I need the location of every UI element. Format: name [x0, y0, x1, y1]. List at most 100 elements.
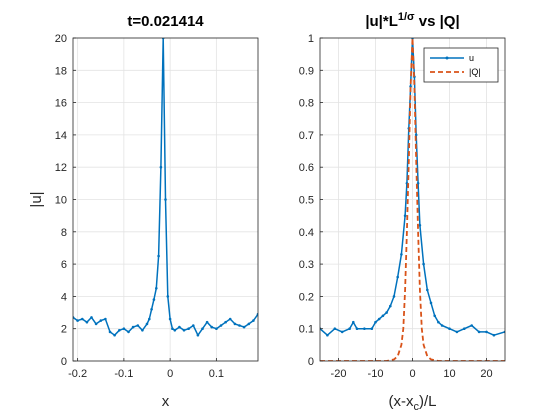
left-plot-data-point: [164, 198, 167, 201]
left-plot-title: t=0.021414: [127, 13, 204, 30]
right-plot-data-point: [414, 133, 418, 137]
left-plot-data-point: [215, 327, 218, 331]
right-plot-x-tick-label: 10: [443, 368, 455, 380]
left-plot-data-point: [224, 320, 227, 324]
right-plot-data-point: [377, 317, 381, 321]
legend-marker-0: [445, 56, 449, 60]
right-plot-data-point: [326, 333, 329, 337]
left-plot-data-point: [113, 333, 116, 337]
right-plot-title-main: |u|*L: [365, 13, 398, 30]
left-plot-y-tick-label: 2: [61, 324, 67, 336]
left-plot: -0.2 -0.1 0 0.1 0 2 4 6 8 10 12 14 16 18 20 t=0.021414…: [28, 13, 259, 410]
left-plot-data-point: [94, 322, 98, 326]
left-plot-data-point: [196, 333, 200, 337]
left-plot-data-point: [187, 327, 190, 331]
left-plot-data-point: [108, 330, 112, 334]
left-plot-data-point: [99, 319, 103, 322]
left-plot-y-tick-label: 14: [55, 130, 67, 142]
left-plot-data-point: [205, 320, 209, 324]
left-plot-data-point: [155, 287, 158, 290]
right-plot-y-tick-label: 0.7: [299, 130, 314, 142]
left-plot-y-tick-label: 20: [55, 33, 67, 45]
right-plot-data-point: [422, 262, 425, 266]
right-plot-y-tick-label: 1: [308, 33, 314, 45]
left-plot-data-point: [85, 320, 89, 324]
left-plot-x-tick-label: 0: [167, 368, 173, 380]
left-plot-data-point: [233, 322, 237, 326]
right-plot-data-point: [426, 288, 429, 292]
right-plot-x-axis-label-main: (x-x: [388, 393, 413, 410]
right-plot-x-tick-label: 20: [480, 368, 492, 380]
legend-box: [423, 47, 499, 83]
right-plot-x-tick-label: 0: [409, 368, 415, 380]
left-plot-series-line-0: [73, 38, 258, 336]
left-plot-data-point: [247, 322, 251, 326]
left-plot-data-point: [136, 324, 140, 327]
right-plot-data-point: [437, 320, 440, 324]
left-plot-data-point: [141, 329, 144, 332]
left-plot-data-point: [131, 325, 135, 329]
right-plot-data-point: [455, 330, 459, 334]
right-plot-data-point: [333, 327, 337, 331]
right-plot-title-suffix: vs |Q|: [415, 13, 460, 30]
left-plot-data-point: [81, 317, 84, 321]
right-plot-data-point: [355, 327, 359, 331]
right-plot-x-tick-label: -20: [331, 368, 347, 380]
right-plot-data-point: [370, 327, 374, 331]
left-plot-data-point: [201, 327, 204, 331]
left-plot-data-point: [148, 317, 151, 321]
left-plot-x-tick-label: -0.2: [68, 368, 87, 380]
legend-label-0: u: [469, 53, 474, 63]
left-plot-y-tick-label: 16: [55, 98, 67, 110]
left-plot-x-axis-label: x: [162, 393, 170, 410]
left-plot-data-point: [122, 327, 126, 331]
left-plot-y-tick-label: 10: [55, 195, 67, 207]
legend-label-1: |Q|: [469, 67, 481, 77]
right-plot-y-tick-label: 0.8: [299, 98, 314, 110]
left-plot-y-axis-label: |u|: [28, 191, 45, 207]
right-plot-x-axis-label-subscript: c: [413, 401, 419, 413]
left-plot-x-tick-label: 0.1: [209, 368, 224, 380]
right-plot-legend: u |Q|: [423, 47, 499, 83]
right-plot-title: |u|*L1/σ vs |Q|: [365, 11, 459, 30]
right-plot-data-point: [492, 333, 496, 337]
left-plot-y-tick-label: 0: [61, 356, 67, 368]
left-plot-data-point: [90, 316, 93, 319]
left-plot-data-point: [127, 330, 130, 334]
right-plot-y-tick-label: 0: [308, 356, 314, 368]
left-plot-data-point: [242, 325, 246, 329]
right-plot-grid: [320, 37, 505, 362]
right-plot-y-tick-label: 0.1: [299, 324, 314, 336]
left-plot-data-point: [118, 329, 121, 332]
right-plot-data-point: [374, 320, 377, 324]
right-plot-x-tick-label: -10: [368, 368, 384, 380]
right-plot-data-point: [440, 324, 444, 327]
right-plot-y-tick-label: 0.5: [299, 195, 314, 207]
right-plot-y-tick-label: 0.3: [299, 259, 314, 271]
left-plot-series: [73, 38, 258, 337]
left-plot-data-point: [178, 325, 181, 329]
right-plot-data-point: [418, 224, 422, 227]
left-plot-data-point: [228, 317, 232, 321]
right-plot-data-point: [340, 330, 344, 334]
right-plot-data-point: [352, 320, 355, 324]
right-plot-y-tick-label: 0.4: [299, 227, 314, 239]
left-plot-data-point: [171, 327, 174, 331]
right-plot-y-tick-label: 0.9: [299, 65, 314, 77]
left-plot-data-point: [166, 295, 170, 298]
left-plot-data-point: [168, 317, 172, 321]
right-plot-data-point: [396, 275, 400, 279]
left-plot-data-point: [252, 319, 255, 322]
right-plot-data-point: [485, 330, 488, 334]
right-plot-data-point: [381, 314, 385, 318]
left-plot-data-point: [238, 324, 241, 327]
right-plot-data-point: [429, 301, 433, 305]
left-plot-data-point: [152, 298, 156, 301]
left-plot-y-tick-label: 6: [61, 259, 67, 271]
left-plot-data-point: [192, 324, 195, 327]
right-plot-data-point: [463, 327, 466, 331]
left-plot-data-point: [210, 325, 213, 329]
left-plot-x-tick-label: -0.1: [114, 368, 133, 380]
right-plot-title-superscript: 1/σ: [398, 11, 415, 23]
